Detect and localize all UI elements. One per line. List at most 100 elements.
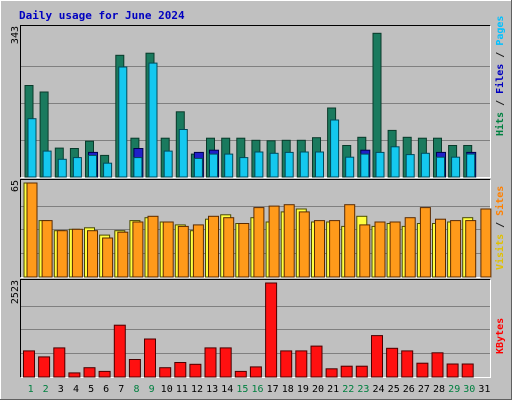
bar-sites-day-26	[404, 217, 416, 278]
bar-kbytes-day-17	[265, 282, 278, 378]
day-label-26: 26	[403, 384, 415, 395]
series-legend: Visits / Sites	[494, 186, 506, 270]
legend-pages: Pages	[495, 16, 506, 46]
day-label-18: 18	[282, 384, 294, 395]
day-label-16: 16	[251, 384, 263, 395]
day-label-13: 13	[206, 384, 218, 395]
bar-kbytes-day-4	[68, 372, 81, 378]
bar-kbytes-day-22	[340, 365, 353, 378]
panel-visits-sites: 65 Visits / Sites	[10, 179, 506, 278]
bar-kbytes-day-6	[98, 370, 111, 378]
bar-pages-day-23	[360, 153, 370, 178]
bar-sites-day-30	[465, 220, 477, 278]
bar-kbytes-day-25	[386, 347, 399, 378]
legend-files: Files	[494, 64, 506, 94]
bar-pages-day-13	[209, 153, 218, 178]
bar-kbytes-day-26	[401, 350, 414, 378]
bar-sites-day-5	[87, 230, 98, 278]
day-label-6: 6	[103, 384, 109, 395]
day-label-11: 11	[176, 384, 188, 395]
bar-sites-day-6	[102, 237, 114, 278]
bar-pages-day-16	[254, 151, 264, 178]
bar-sites-day-8	[132, 221, 144, 278]
bar-pages-day-30	[466, 153, 476, 178]
bar-sites-day-7	[117, 231, 129, 278]
bar-pages-day-7	[118, 66, 128, 178]
bar-kbytes-day-28	[431, 352, 444, 378]
bar-kbytes-day-2	[38, 356, 51, 378]
day-label-19: 19	[297, 384, 309, 395]
bar-pages-day-3	[57, 158, 67, 178]
day-label-3: 3	[58, 384, 64, 395]
bar-kbytes-day-29	[446, 363, 459, 378]
legend-hits: Hits	[494, 112, 506, 136]
bar-kbytes-day-27	[416, 362, 429, 378]
day-label-1: 1	[28, 384, 34, 395]
bar-pages-day-14	[224, 153, 234, 178]
bar-kbytes-day-13	[204, 347, 217, 378]
day-label-21: 21	[327, 384, 339, 395]
day-label-4: 4	[73, 384, 79, 395]
series-legend: Hits / Files / Pages	[494, 16, 506, 136]
bar-pages-day-20	[315, 151, 324, 178]
bar-sites-day-14	[223, 217, 235, 278]
day-label-27: 27	[418, 384, 430, 395]
day-label-24: 24	[372, 384, 384, 395]
day-label-2: 2	[43, 384, 49, 395]
bar-sites-day-3	[56, 230, 68, 278]
bar-kbytes-day-19	[295, 350, 308, 378]
bar-kbytes-day-15	[234, 370, 247, 378]
bar-kbytes-day-3	[53, 347, 66, 378]
bar-pages-day-15	[239, 157, 249, 178]
day-label-20: 20	[312, 384, 324, 395]
bar-sites-day-2	[41, 220, 53, 278]
bar-kbytes-day-16	[249, 366, 262, 378]
panel-hits-files-pages: 343 Hits / Files / Pages	[10, 16, 506, 178]
bar-kbytes-day-1	[23, 350, 35, 378]
bar-kbytes-day-5	[83, 367, 96, 378]
bar-sites-day-20	[314, 220, 325, 278]
bar-sites-day-31	[480, 208, 492, 278]
bar-kbytes-day-14	[219, 347, 232, 378]
bar-kbytes-day-21	[325, 368, 338, 378]
bar-sites-day-16	[253, 207, 265, 278]
bar-pages-day-19	[299, 151, 309, 178]
bar-pages-day-22	[345, 156, 355, 178]
bar-kbytes-day-10	[159, 367, 172, 378]
panel-kbytes: 2523 KBytes	[10, 279, 506, 378]
bar-sites-day-29	[450, 220, 462, 278]
bar-sites-day-25	[389, 221, 401, 278]
day-label-29: 29	[448, 384, 460, 395]
bar-pages-day-5	[88, 154, 97, 178]
bar-pages-day-2	[42, 150, 52, 178]
day-label-25: 25	[388, 384, 400, 395]
day-label-31: 31	[478, 384, 490, 395]
bar-pages-day-18	[284, 151, 294, 178]
bar-kbytes-day-24	[371, 335, 383, 378]
ymax-label: 65	[10, 180, 21, 192]
bar-pages-day-17	[269, 152, 279, 178]
bar-sites-day-12	[192, 224, 204, 278]
bar-kbytes-day-12	[189, 363, 202, 378]
bar-pages-day-4	[72, 157, 82, 178]
bar-sites-day-9	[147, 215, 159, 278]
bar-pages-day-24	[375, 151, 385, 178]
ymax-label: 343	[10, 26, 21, 44]
bar-sites-day-10	[162, 221, 174, 278]
bar-kbytes-day-11	[174, 362, 187, 378]
bar-kbytes-day-20	[310, 345, 323, 378]
day-label-30: 30	[463, 384, 475, 395]
bar-pages-day-8	[133, 157, 143, 178]
legend-kbytes: KBytes	[495, 318, 506, 354]
panel-border-light	[20, 25, 491, 178]
bar-pages-day-25	[390, 146, 400, 178]
bar-pages-day-9	[148, 62, 158, 178]
day-label-7: 7	[118, 384, 124, 395]
panel-border-dark	[20, 25, 491, 178]
bar-sites-day-21	[329, 220, 341, 278]
bar-pages-day-12	[193, 157, 203, 178]
day-label-8: 8	[133, 384, 139, 395]
panel-border-dark	[20, 179, 491, 278]
bar-pages-day-11	[178, 129, 188, 178]
